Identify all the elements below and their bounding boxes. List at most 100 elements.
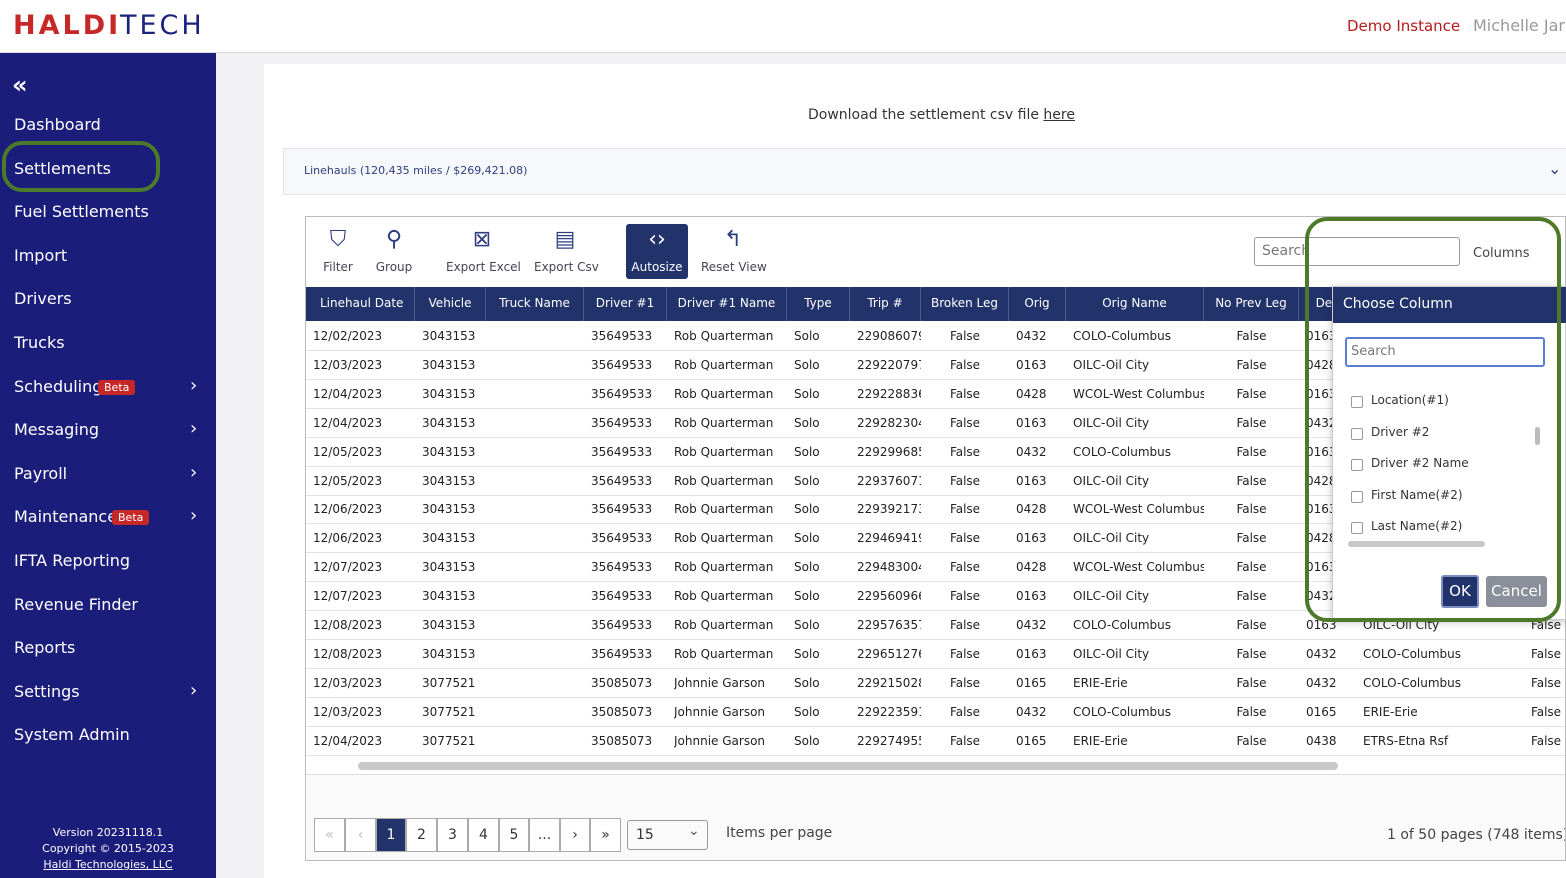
nav-item[interactable]: Revenue Finder — [0, 593, 216, 623]
page-button[interactable]: 5 — [499, 818, 529, 852]
nav-item[interactable]: IFTA Reporting — [0, 549, 216, 579]
table-cell: 35649533 — [591, 444, 653, 459]
table-cell: False — [949, 733, 981, 748]
table-cell: 12/03/2023 — [313, 675, 383, 690]
table-cell: Solo — [794, 531, 820, 546]
table-cell: Rob Quarterman — [674, 560, 774, 575]
download-link[interactable]: here — [1043, 107, 1075, 123]
checkbox[interactable] — [1351, 490, 1363, 503]
table-cell: Solo — [794, 386, 820, 401]
checkbox[interactable] — [1351, 459, 1363, 471]
table-cell: False — [1236, 618, 1267, 632]
nav-item[interactable]: Drivers — [0, 287, 216, 317]
table-cell: False — [1530, 704, 1562, 719]
table-cell: 3043153 — [422, 329, 476, 343]
option-label: Location(#1) — [1371, 393, 1449, 407]
table-cell: OILC-Oil City — [1073, 589, 1150, 604]
table-cell: OILC-Oil City — [1073, 531, 1150, 546]
page-button[interactable]: 4 — [468, 818, 499, 852]
table-cell: 0163 — [1016, 646, 1047, 661]
table-row — [306, 495, 1565, 525]
nav-label: Trucks — [14, 333, 65, 352]
search-box[interactable]: Search — [1254, 237, 1460, 266]
page-button[interactable]: ... — [529, 818, 560, 852]
header-cell: No Prev Leg — [1204, 287, 1299, 321]
header-text: Driver #1 — [595, 296, 655, 310]
table-row — [306, 438, 1565, 467]
table-cell: 229086079 — [857, 329, 921, 343]
nav-item[interactable]: Trucks — [0, 331, 216, 361]
table-row — [306, 582, 1565, 612]
table-cell: False — [949, 473, 981, 488]
table-cell: 3043153 — [422, 386, 476, 401]
page-button[interactable]: 2 — [406, 818, 437, 852]
page-button[interactable]: 1 — [376, 818, 406, 852]
popup-search[interactable]: Search — [1345, 337, 1545, 367]
toolbar-button[interactable]: ⚲ Group — [372, 224, 416, 279]
ok-button[interactable]: OK — [1441, 575, 1479, 608]
table-cell: Solo — [794, 502, 820, 517]
table-cell: Solo — [794, 704, 820, 719]
nav-label: Settings — [14, 681, 80, 701]
toolbar-button[interactable]: ⊠ Export Excel — [446, 224, 521, 279]
nav-item[interactable]: Maintenance Beta › — [0, 505, 216, 535]
checkbox[interactable] — [1351, 522, 1363, 534]
table-cell: OILC-Oil City — [1073, 646, 1150, 661]
toolbar-button[interactable]: ▤ Export Csv — [534, 224, 599, 279]
panel-title: Linehauls (120,435 miles / $269,421.08) — [304, 164, 528, 177]
table-cell: False — [949, 560, 981, 575]
table-cell: ETRS-Etna Rsf — [1363, 733, 1449, 748]
table-cell: WCOL-West Columbus — [1073, 386, 1204, 401]
table-cell: OILC-Oil City — [1073, 473, 1150, 488]
nav-item[interactable]: System Admin — [0, 723, 216, 753]
header-text: Type — [804, 296, 832, 310]
popup-search-placeholder: Search — [1351, 344, 1396, 359]
page-button[interactable]: » — [590, 818, 621, 852]
nav-item[interactable]: Dashboard — [0, 113, 216, 143]
table-cell: False — [1236, 704, 1267, 719]
nav-item[interactable]: Settings › — [0, 680, 216, 710]
table-cell: 12/04/2023 — [313, 415, 383, 430]
nav-item[interactable]: Payroll › — [0, 462, 216, 492]
page-button[interactable]: « — [314, 818, 345, 852]
table-cell: 12/04/2023 — [313, 733, 383, 748]
footer-text[interactable]: Haldi Technologies, LLC — [43, 858, 173, 871]
table-row — [306, 322, 1565, 351]
table-cell: False — [1236, 646, 1267, 661]
table-cell: Solo — [794, 733, 820, 748]
nav-item[interactable]: Reports — [0, 636, 216, 666]
table-cell: Rob Quarterman — [674, 589, 774, 604]
page-button[interactable]: ‹ — [345, 818, 376, 852]
table-cell: 3043153 — [422, 473, 476, 488]
table-cell: 0163 — [1016, 415, 1047, 430]
table-cell: 0432 — [1306, 675, 1337, 690]
table-cell: 35649533 — [591, 473, 653, 488]
table-cell: Johnnie Garson — [674, 675, 766, 690]
table-row — [306, 669, 1565, 698]
page-button[interactable]: › — [560, 818, 590, 852]
toolbar-button[interactable]: ↰ Reset View — [701, 224, 767, 279]
header-text: Driver #1 Name — [677, 296, 776, 310]
table-cell: 3043153 — [422, 415, 476, 430]
collapse-icon[interactable]: « — [12, 71, 28, 99]
table-cell: False — [1236, 589, 1267, 604]
nav-item[interactable]: Messaging › — [0, 418, 216, 448]
header-cell: Linehaul Date — [306, 287, 415, 321]
page-button[interactable]: 3 — [437, 818, 468, 852]
columns-button[interactable]: Columns — [1473, 246, 1530, 261]
page-size[interactable]: 15 ⌄ — [627, 820, 708, 850]
checkbox[interactable] — [1351, 427, 1363, 440]
nav-item[interactable]: Scheduling Beta › — [0, 375, 216, 405]
nav-item[interactable]: Fuel Settlements — [0, 200, 216, 230]
table-cell: WCOL-West Columbus — [1073, 560, 1204, 575]
toolbar-button[interactable]: ‹› Autosize — [626, 224, 688, 279]
nav-item[interactable]: Import — [0, 244, 216, 274]
toolbar-button[interactable]: ⛉ Filter — [320, 224, 356, 279]
logo: TECH — [120, 10, 205, 41]
cancel-button[interactable]: Cancel — [1486, 576, 1547, 607]
header-text: Broken Leg — [930, 296, 999, 310]
nav-item[interactable]: Settlements — [0, 157, 216, 187]
checkbox[interactable] — [1351, 396, 1363, 408]
h-scrollbar — [1348, 541, 1485, 547]
